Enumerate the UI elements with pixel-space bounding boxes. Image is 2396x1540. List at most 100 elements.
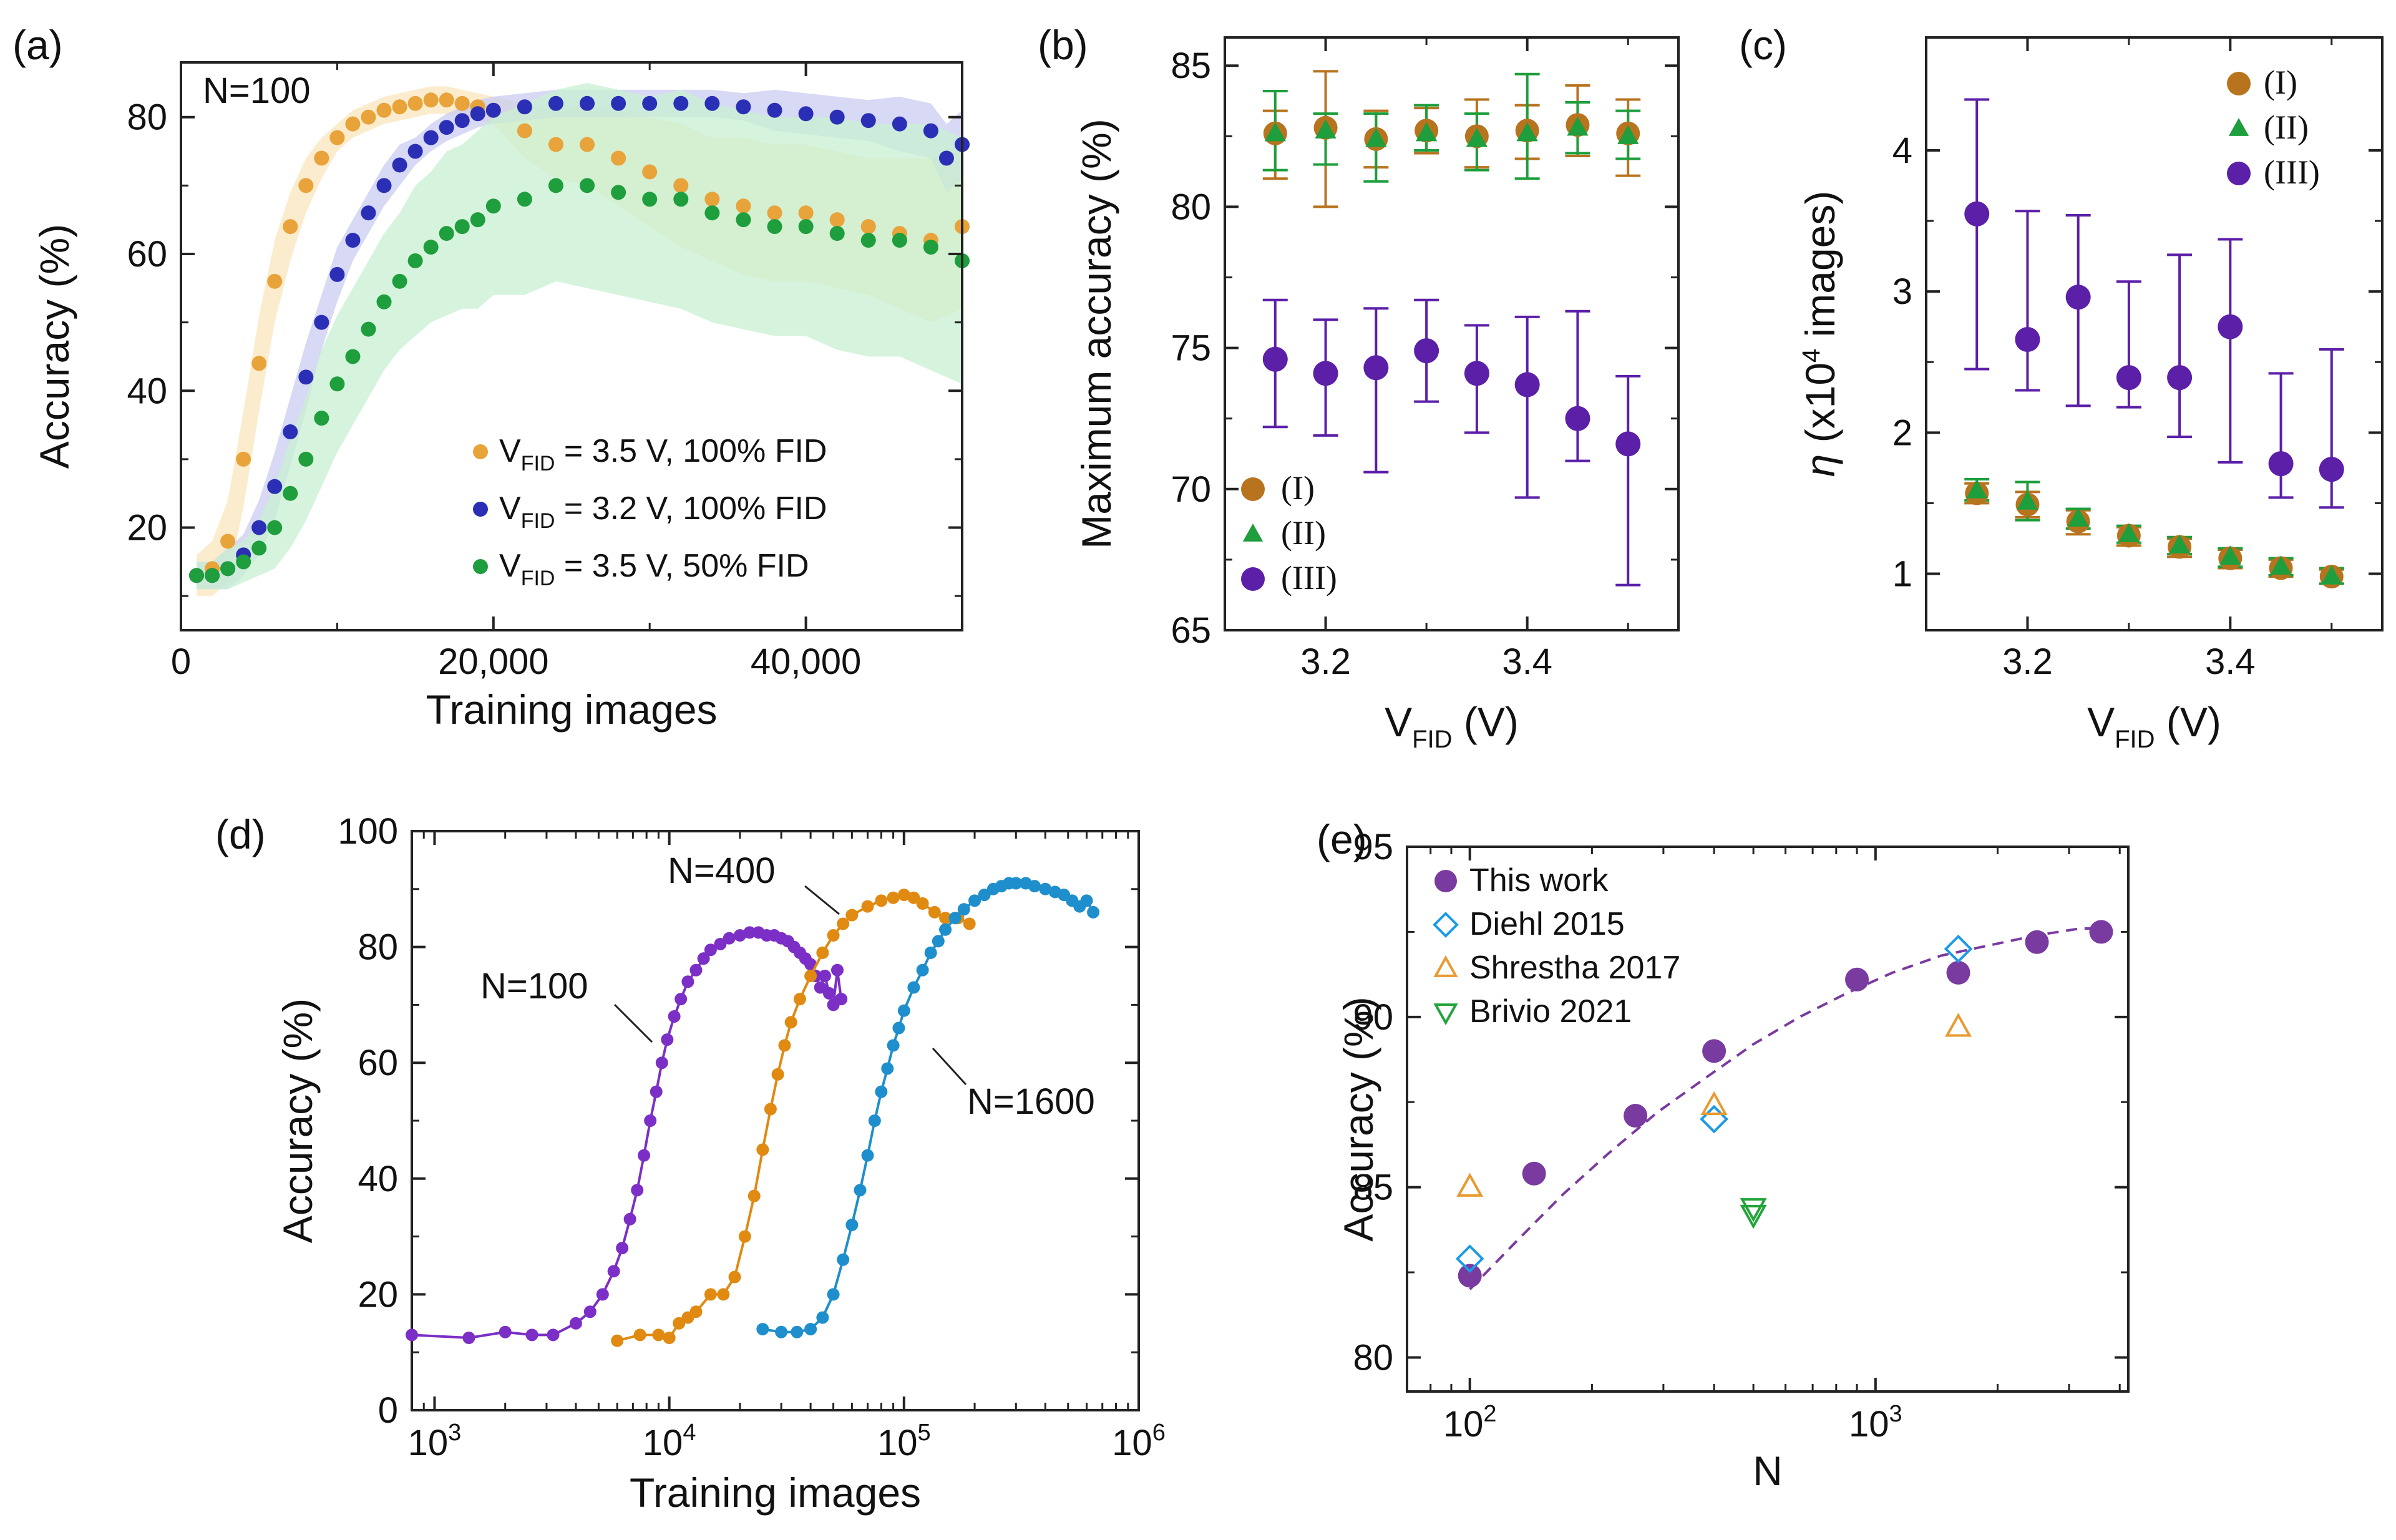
x-tick-label: 106 <box>1112 1420 1166 1463</box>
legend-marker <box>2228 118 2249 136</box>
x-tick-exponent: 5 <box>918 1420 931 1446</box>
y-tick-label-b: 70 <box>1171 469 1211 510</box>
data-point <box>548 137 563 152</box>
data-point <box>892 1021 905 1035</box>
data-point <box>361 109 376 125</box>
data-point <box>924 946 937 959</box>
annotation-leader <box>613 1003 653 1043</box>
data-point <box>611 185 626 200</box>
x-tick-base: 10 <box>877 1423 918 1463</box>
data-point <box>822 987 835 1000</box>
data-point <box>2268 451 2294 477</box>
data-point <box>361 321 376 337</box>
annotation-leader <box>932 1047 967 1086</box>
legend-label: (III) <box>2264 154 2320 191</box>
data-point <box>767 219 782 235</box>
x-tick-exponent: 2 <box>1483 1401 1496 1427</box>
data-point <box>1414 338 1439 364</box>
x-tick-label: 102 <box>1443 1401 1497 1445</box>
x-tick-exponent: 3 <box>1889 1401 1902 1427</box>
data-point <box>907 891 920 904</box>
data-point <box>668 1010 681 1023</box>
series-line <box>616 894 970 1342</box>
x-tick-base: 10 <box>1443 1404 1484 1445</box>
data-point <box>1028 880 1041 893</box>
y-tick-label-d: 100 <box>338 811 398 852</box>
data-point <box>778 1039 791 1052</box>
y-tick-label-d: 20 <box>358 1274 398 1315</box>
data-point <box>948 912 962 925</box>
data-point <box>611 150 626 166</box>
data-point <box>2065 285 2091 310</box>
data-point <box>939 912 952 925</box>
data-point <box>861 900 874 913</box>
legend-label: Brivio 2021 <box>1469 993 1632 1030</box>
data-point <box>407 253 423 268</box>
y-tick-label-b: 75 <box>1171 328 1211 369</box>
y-axis-title-text: (x10 <box>1797 363 1843 454</box>
data-point <box>548 178 563 193</box>
x-tick-exponent: 4 <box>683 1420 696 1446</box>
data-point <box>499 1325 512 1338</box>
plot-frame-b <box>1224 36 1680 631</box>
data-point <box>454 219 470 235</box>
data-point <box>1458 1264 1482 1288</box>
data-point <box>583 1305 597 1318</box>
data-point <box>1945 1013 1972 1037</box>
data-point <box>689 1305 703 1318</box>
data-point <box>887 891 900 904</box>
data-point <box>283 219 298 235</box>
annotation-n100: N=100 <box>203 71 311 111</box>
data-point <box>1080 894 1093 907</box>
data-point <box>314 150 329 166</box>
legend-marker <box>1433 1003 1458 1026</box>
data-point <box>835 993 848 1006</box>
x-tick-label-b: 3.4 <box>1502 641 1552 682</box>
x-tick-label: 103 <box>408 1420 462 1463</box>
data-point <box>329 130 345 145</box>
plot-frame-e <box>1406 846 2130 1393</box>
legend-prefix: V <box>499 433 521 469</box>
data-point <box>756 1323 769 1336</box>
data-point <box>454 95 470 111</box>
data-point <box>2067 507 2089 527</box>
data-point <box>875 894 888 907</box>
y-tick-label-d: 60 <box>358 1043 398 1083</box>
data-point <box>963 917 976 930</box>
y-axis-title: Maximum accuracy (%) <box>1073 119 1119 548</box>
data-point <box>470 212 485 228</box>
legend-marker <box>2227 72 2251 95</box>
data-point <box>697 952 710 965</box>
data-point <box>525 1328 538 1342</box>
data-point <box>804 970 817 982</box>
data-point <box>1313 361 1338 386</box>
data-point <box>2089 920 2113 944</box>
data-point <box>2118 523 2140 542</box>
data-point <box>642 95 658 111</box>
data-point <box>1456 1172 1484 1197</box>
data-point <box>611 95 626 111</box>
data-point <box>674 993 688 1006</box>
data-point <box>897 1004 910 1017</box>
data-point <box>2219 545 2241 565</box>
legend-marker <box>473 502 488 517</box>
data-point <box>607 1265 620 1278</box>
x-tick-base: 10 <box>1849 1404 1889 1445</box>
legend-entry: VFID = 3.5 V, 100% FID <box>499 433 827 475</box>
data-point <box>1365 127 1387 147</box>
data-point <box>376 294 392 309</box>
data-point <box>298 369 314 385</box>
data-point <box>314 411 329 426</box>
legend-marker <box>473 559 488 574</box>
data-point <box>423 130 439 145</box>
panel-label-e: (e) <box>1317 816 1367 862</box>
data-point <box>361 205 376 221</box>
data-point <box>798 205 814 221</box>
y-tick-label-d: 80 <box>358 927 398 968</box>
data-point <box>689 963 703 977</box>
data-point <box>875 1085 888 1098</box>
data-point <box>1455 1244 1484 1274</box>
legend-entry: VFID = 3.5 V, 50% FID <box>499 548 809 590</box>
data-point <box>611 1334 624 1347</box>
data-point <box>916 963 929 977</box>
